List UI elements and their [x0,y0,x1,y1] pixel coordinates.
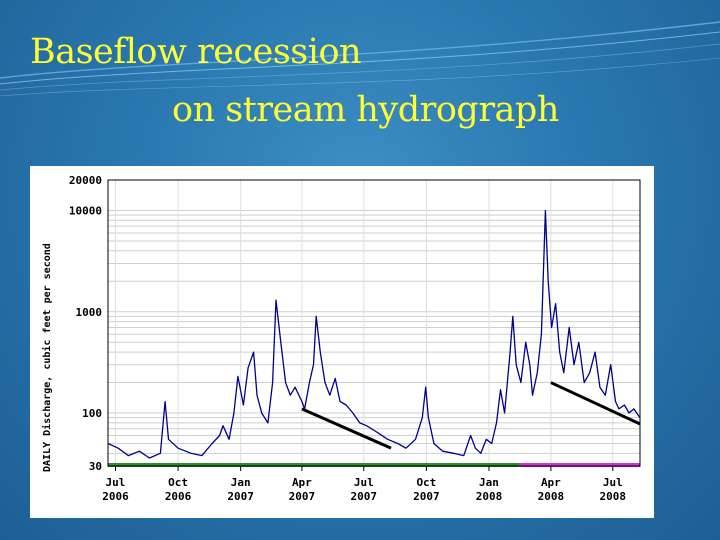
period-bars [108,463,640,467]
annotation-layer [301,381,641,450]
x-tick-label-month: Apr [541,476,561,489]
x-tick-label-month: Jul [354,476,374,489]
recession-trend-line [550,381,641,426]
period-bar [519,463,640,467]
y-tick-label: 30 [89,460,102,473]
x-tick-label-month: Apr [292,476,312,489]
x-tick-label-month: Jan [231,476,251,489]
x-tick-label-year: 2008 [476,490,503,503]
x-tick-label-year: 2008 [538,490,565,503]
slide-title-line-2: on stream hydrograph [172,90,559,130]
x-tick-label-year: 2007 [227,490,254,503]
discharge-series-line [107,209,641,459]
x-tick-labels: Jul2006Oct2006Jan2007Apr2007Jul2007Oct20… [102,466,626,503]
period-bar [108,463,520,467]
y-tick-label: 20000 [69,174,102,187]
y-tick-label: 100 [82,407,102,420]
plot-border [107,179,641,467]
x-tick-label-year: 2006 [102,490,129,503]
series-layer [107,209,641,459]
x-tick-label-year: 2006 [165,490,192,503]
x-tick-label-month: Oct [168,476,188,489]
recession-trend-line [301,407,392,450]
y-tick-label: 1000 [76,306,103,319]
x-tick-label-year: 2007 [413,490,440,503]
x-tick-label-year: 2007 [289,490,316,503]
hydrograph-chart: 20000 10000 1000 100 30 Jul 2006 Oct 2006 Jan 200… [30,166,654,518]
y-tick-label: 10000 [69,204,102,217]
y-axis-label: DAILY Discharge, cubic feet per second [41,243,53,472]
x-tick-label-year: 2008 [600,490,627,503]
decorative-swoosh [0,21,720,97]
x-tick-label-month: Jan [479,476,499,489]
y-tick-labels: 20000 10000 1000 100 30 [69,174,102,473]
x-tick-label-month: Oct [416,476,436,489]
slide-title-line-1: Baseflow recession [30,32,362,72]
x-tick-label-year: 2007 [351,490,378,503]
grid-layer [108,179,640,467]
x-tick-label-month: Jul [603,476,623,489]
x-tick-label-month: Jul [106,476,126,489]
